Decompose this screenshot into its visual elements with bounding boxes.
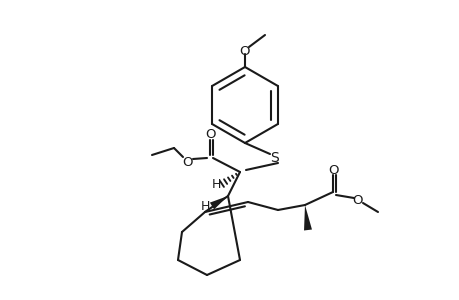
Polygon shape: [209, 196, 228, 209]
Text: O: O: [205, 128, 216, 142]
Text: O: O: [352, 194, 363, 206]
Text: O: O: [239, 44, 250, 58]
Text: S: S: [270, 151, 279, 165]
Text: O: O: [328, 164, 339, 176]
Text: O: O: [182, 155, 193, 169]
Polygon shape: [303, 205, 311, 230]
Text: H: H: [211, 178, 220, 191]
Text: H: H: [200, 200, 209, 214]
